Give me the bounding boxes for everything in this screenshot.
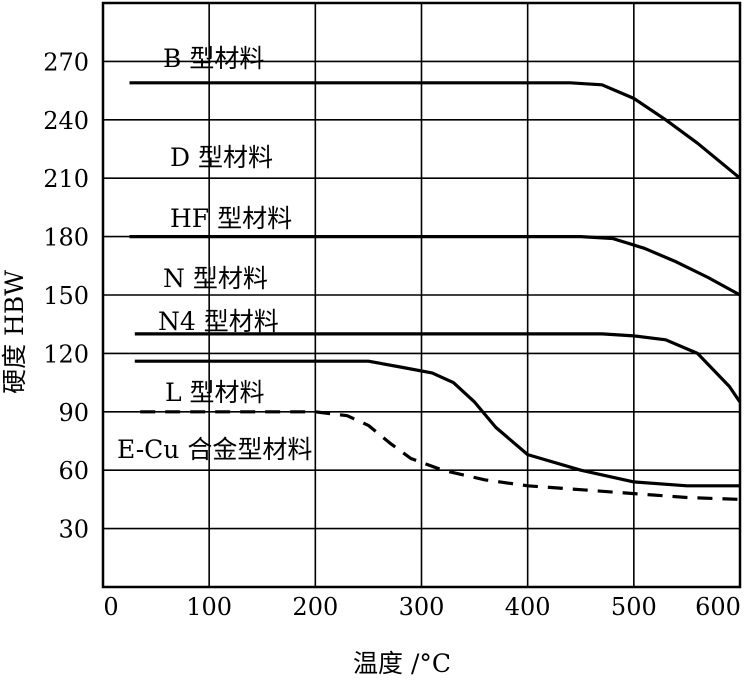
y-tick-label: 60: [58, 457, 89, 485]
series-label: N 型材料: [163, 264, 268, 293]
y-tick-label: 180: [43, 224, 89, 252]
y-tick-label: 30: [58, 516, 89, 544]
series-line: [129, 81, 742, 180]
series-line: [140, 410, 741, 501]
y-tick-label: 90: [58, 399, 89, 427]
x-tick-label: 600: [695, 593, 741, 621]
x-tick-label: 0: [103, 593, 118, 621]
y-tick-labels: 30 60 90 120 150 180 210 240 270: [43, 48, 89, 543]
x-tick-label: 200: [292, 593, 338, 621]
y-tick-label: 240: [43, 107, 89, 135]
x-tick-label: 500: [611, 593, 657, 621]
y-tick-label: 150: [43, 282, 89, 310]
series-label: E-Cu 合金型材料: [117, 435, 312, 464]
series-label: L 型材料: [165, 378, 265, 407]
plot-frame: [101, 1, 742, 589]
series-label: HF 型材料: [170, 204, 292, 233]
y-tick-label: 120: [43, 340, 89, 368]
series-label: B 型材料: [163, 44, 264, 73]
x-tick-label: 300: [399, 593, 445, 621]
x-axis-title: 温度 /°C: [353, 649, 451, 678]
series-label: N4 型材料: [158, 307, 279, 336]
x-tick-label: 100: [186, 593, 232, 621]
series-labels: B 型材料 D 型材料 HF 型材料 N 型材料 N4 型材料 L 型材料 E-Cu 合金型…: [117, 44, 312, 464]
x-tick-label: 400: [505, 593, 551, 621]
y-axis-title: 硬度 HBW: [0, 270, 29, 394]
series-lines: [129, 81, 742, 501]
series-line: [129, 235, 741, 297]
series-label: D 型材料: [170, 143, 273, 172]
series-line: [134, 332, 742, 403]
x-tick-labels: 0 100 200 300 400 500 600: [103, 593, 741, 621]
y-tick-label: 210: [43, 165, 89, 193]
y-tick-label: 270: [43, 48, 89, 76]
series-line: [134, 359, 740, 488]
grid-lines: [103, 3, 740, 587]
